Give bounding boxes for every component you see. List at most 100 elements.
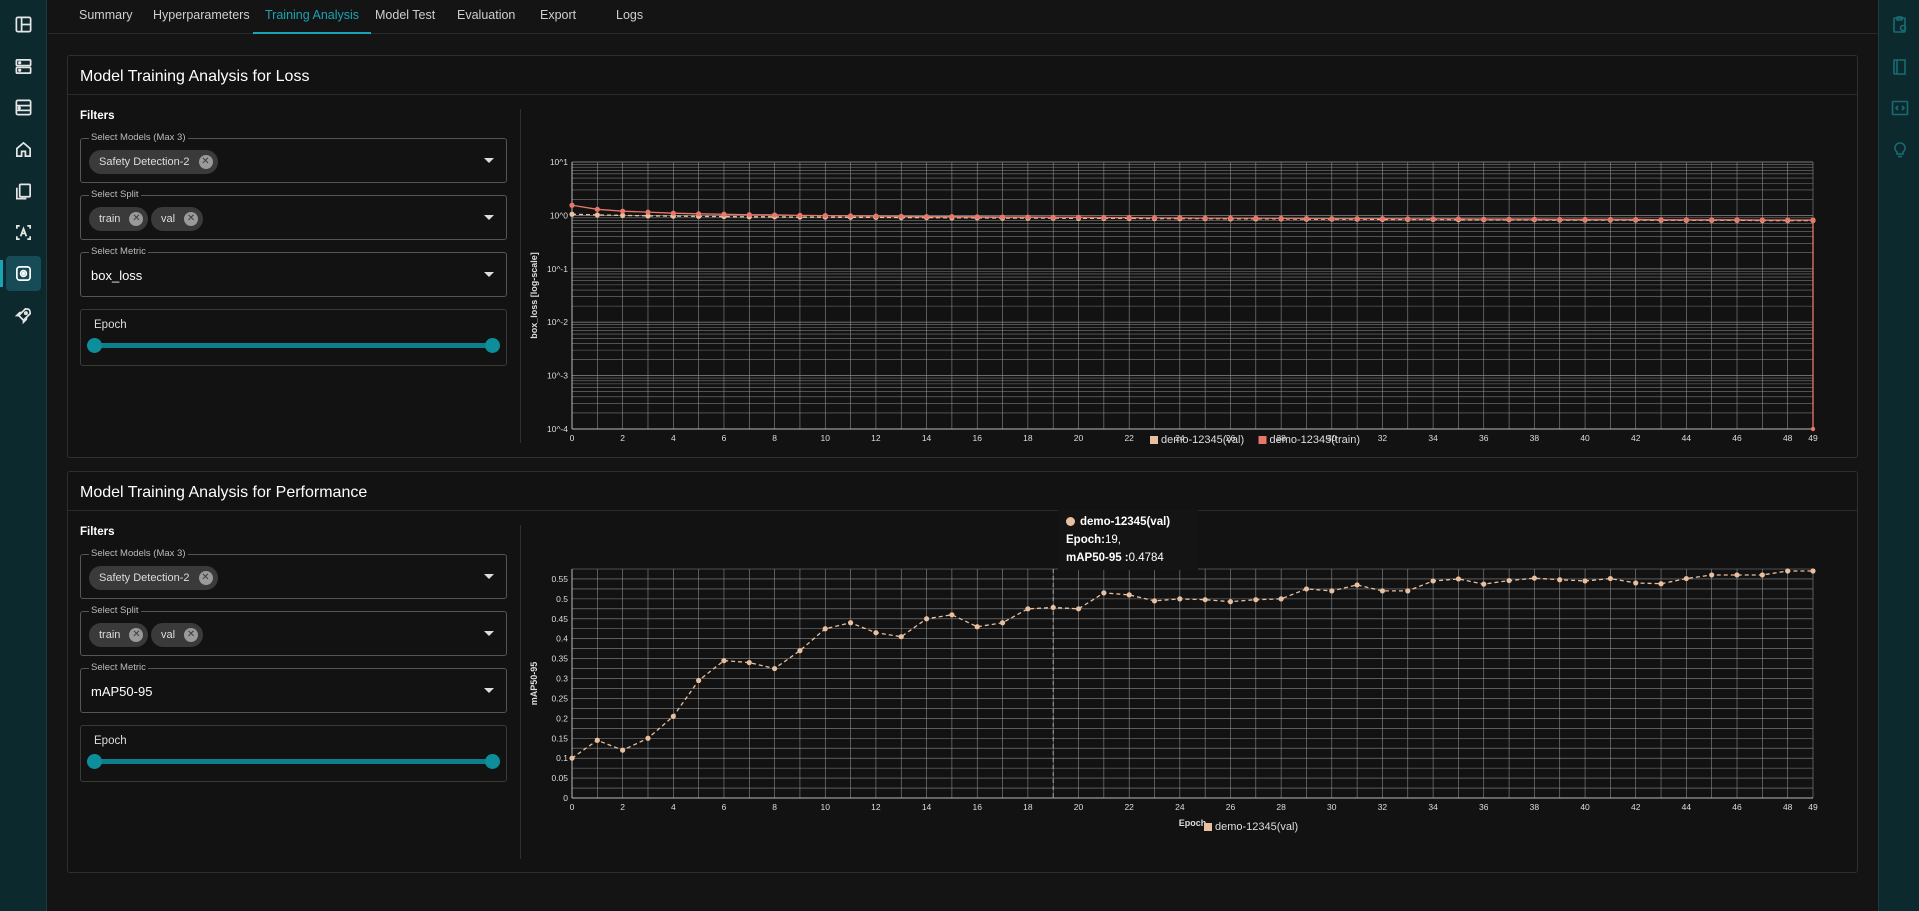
divider (520, 525, 521, 859)
data-point (1683, 217, 1689, 223)
x-tick-label: 38 (1530, 802, 1540, 812)
select-split-field[interactable]: Select Split train ✕ val ✕ (80, 189, 507, 240)
x-tick-label: 12 (871, 433, 881, 443)
data-point (670, 713, 676, 719)
tooltip-epoch-label: Epoch: (1066, 534, 1105, 546)
tooltip-epoch-value: 19, (1104, 534, 1121, 546)
lightbulb-icon[interactable] (1890, 140, 1910, 160)
data-point (670, 210, 676, 216)
tab-summary[interactable]: Summary (79, 8, 133, 22)
y-axis-title: box_loss [log-scale] (529, 252, 539, 339)
data-point (645, 735, 651, 741)
data-point (620, 212, 626, 218)
select-metric-field[interactable]: Select Metric mAP50-95 (80, 662, 507, 713)
data-point (1633, 216, 1639, 223)
documents-icon[interactable] (6, 174, 41, 209)
data-point (1582, 216, 1588, 223)
epoch-slider-track[interactable] (95, 343, 493, 348)
data-point (1075, 606, 1082, 612)
database-icon[interactable] (6, 90, 41, 125)
data-point (594, 212, 600, 218)
select-models-field[interactable]: Select Models (Max 3) Safety Detection-2… (80, 548, 507, 599)
chevron-down-icon[interactable] (484, 574, 494, 579)
x-tick-label: 48 (1783, 433, 1793, 443)
x-tick-label: 44 (1682, 433, 1692, 443)
x-tick-label: 44 (1682, 802, 1692, 812)
code-window-icon[interactable] (1890, 98, 1910, 118)
data-point (898, 634, 904, 640)
chevron-down-icon[interactable] (484, 215, 494, 220)
chip-remove-icon[interactable]: ✕ (198, 155, 213, 169)
chip-remove-icon[interactable]: ✕ (198, 571, 213, 585)
epoch-slider-min-handle[interactable] (87, 754, 102, 769)
tab-evaluation[interactable]: Evaluation (457, 8, 516, 22)
performance-panel: Model Training Analysis for Performance … (67, 471, 1858, 873)
book-icon[interactable] (1890, 57, 1910, 77)
tab-hyperparameters[interactable]: Hyperparameters (153, 8, 250, 22)
data-point (999, 620, 1006, 626)
select-models-field[interactable]: Select Models (Max 3) Safety Detection-2… (80, 132, 507, 183)
data-point (949, 213, 955, 220)
epoch-slider-max-handle[interactable] (485, 338, 500, 353)
x-tick-label: 8 (772, 433, 777, 443)
split-chip-train: train ✕ (89, 623, 149, 647)
chip-remove-icon[interactable]: ✕ (184, 628, 199, 642)
data-point (1557, 216, 1563, 223)
annotate-icon[interactable] (6, 215, 41, 250)
chip-remove-icon[interactable]: ✕ (184, 212, 199, 226)
data-point (1658, 217, 1664, 223)
chip-remove-icon[interactable]: ✕ (129, 628, 144, 642)
select-split-label: Select Split (89, 189, 141, 200)
data-point (847, 620, 854, 626)
x-tick-label: 14 (922, 802, 932, 812)
y-tick-label: 0.4 (556, 634, 568, 644)
tab-training-analysis[interactable]: Training Analysis (253, 0, 372, 34)
tab-logs[interactable]: Logs (616, 8, 644, 22)
data-point (1759, 572, 1765, 578)
data-point (746, 659, 752, 666)
epoch-slider-track[interactable] (95, 759, 493, 764)
data-point (873, 630, 879, 636)
tab-export[interactable]: Export (540, 8, 577, 22)
data-point (1734, 572, 1740, 578)
x-tick-label: 16 (972, 802, 982, 812)
data-point (696, 677, 702, 684)
tooltip-series: demo-12345(val) (1080, 516, 1171, 528)
data-point (1379, 588, 1386, 594)
chevron-down-icon[interactable] (484, 688, 494, 693)
data-point (1455, 216, 1462, 222)
x-tick-label: 20 (1074, 802, 1084, 812)
data-point (1430, 578, 1436, 584)
rocket-icon[interactable] (6, 298, 41, 333)
select-metric-field[interactable]: Select Metric box_loss (80, 246, 507, 297)
x-tick-label: 49 (1808, 433, 1818, 443)
data-point (1329, 216, 1335, 222)
data-point (1709, 217, 1715, 223)
data-point (1455, 576, 1462, 582)
x-tick-label: 0 (570, 433, 575, 443)
clipboard-settings-icon[interactable] (1890, 15, 1910, 35)
y-tick-label: 0.5 (556, 594, 568, 604)
chevron-down-icon[interactable] (484, 158, 494, 163)
data-point (645, 213, 651, 219)
tab-model-test[interactable]: Model Test (375, 8, 436, 22)
home-icon[interactable] (6, 132, 41, 167)
data-point (1379, 216, 1386, 222)
data-point (1354, 582, 1360, 588)
epoch-slider-min-handle[interactable] (87, 338, 102, 353)
layout-icon[interactable] (6, 7, 41, 42)
server-icon[interactable] (6, 49, 41, 84)
data-point (923, 616, 930, 622)
x-tick-label: 2 (620, 802, 625, 812)
chevron-down-icon[interactable] (484, 631, 494, 636)
epoch-slider-max-handle[interactable] (485, 754, 500, 769)
model-training-icon[interactable] (0, 256, 41, 291)
data-point (1227, 215, 1234, 221)
chevron-down-icon[interactable] (484, 272, 494, 277)
x-tick-label: 42 (1631, 802, 1641, 812)
chip-remove-icon[interactable]: ✕ (129, 212, 144, 226)
select-split-field[interactable]: Select Split train ✕ val ✕ (80, 605, 507, 656)
x-tick-label: 22 (1124, 802, 1134, 812)
data-point (1303, 215, 1310, 221)
y-tick-label: 0.05 (551, 773, 568, 783)
